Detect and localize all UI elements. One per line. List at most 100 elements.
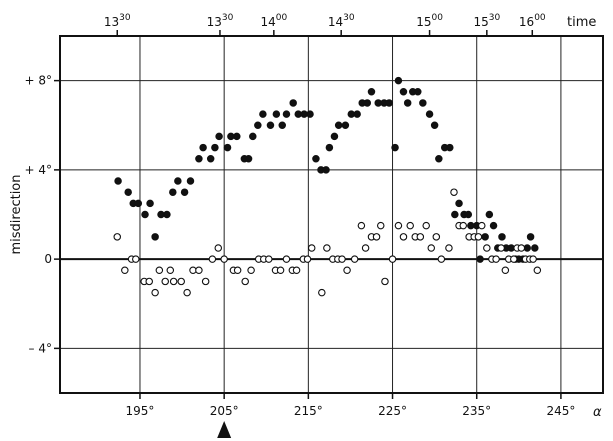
time-axis-label: time [567,15,596,30]
filled-point [206,154,215,163]
filled-series [114,76,539,263]
filled-point [322,166,330,174]
filled-point [489,221,498,230]
open-point [183,288,191,297]
filled-point [169,188,177,196]
filled-point [334,121,343,130]
filled-point [215,132,223,141]
open-point [220,255,228,263]
time-tick-hour: 14 [328,15,343,29]
filled-point [399,88,408,96]
filled-point [341,121,350,130]
filled-point [233,132,241,141]
open-point [478,221,486,230]
time-tick-minute: 30 [489,13,501,23]
open-point [241,277,249,286]
open-point [361,244,370,252]
open-point [437,255,446,263]
filled-point [353,110,361,118]
x-tick-label: 215° [294,404,323,418]
open-point [201,277,210,286]
filled-point [244,154,253,163]
y-axis-label: misdirection [9,174,24,254]
time-tick-label: 1600 [519,13,546,29]
open-point [406,221,414,230]
x-tick-label: 235° [462,404,491,418]
x-axis-label: α [593,405,602,420]
open-point [276,266,285,275]
time-tick-hour: 13 [104,15,119,29]
filled-point [163,210,171,219]
open-point [416,233,425,241]
time-tick-label: 1430 [328,13,355,29]
filled-point [266,121,275,130]
filled-point [498,233,506,241]
filled-point [306,110,314,118]
open-point [303,255,312,263]
x-tick-label: 195° [126,404,155,418]
open-point [155,266,164,275]
open-point [132,255,140,263]
filled-point [414,88,422,96]
x-tick-label: 225° [378,404,407,418]
open-point [497,244,505,252]
filled-point [419,99,427,107]
filled-point [476,255,484,263]
time-tick-hour: 13 [207,15,222,29]
filled-point [151,233,159,241]
open-point [151,288,159,297]
filled-point [394,76,403,85]
filled-point [174,177,182,185]
filled-point [146,199,154,208]
filled-point [114,177,122,185]
time-tick-minute: 00 [534,13,546,23]
time-tick-minute: 00 [276,13,288,23]
open-point [166,266,175,275]
open-point [145,277,153,286]
open-point [474,233,483,241]
filled-point [435,154,443,163]
filled-point [363,99,372,107]
filled-point [385,99,393,107]
open-point [265,255,273,263]
open-point [388,255,397,263]
filled-point [223,143,232,152]
filled-point [312,154,320,163]
open-point [307,244,316,252]
filled-point [526,233,535,241]
open-point [113,233,121,241]
filled-point [180,188,189,196]
open-point [459,221,468,230]
open-point [292,266,301,275]
filled-point [289,99,297,107]
filled-point [425,110,434,118]
open-point [208,255,217,263]
open-point [247,266,255,275]
filled-point [124,188,132,196]
filled-point [464,210,473,219]
open-point [323,244,331,252]
open-point [427,244,436,252]
time-tick-label: 1530 [473,13,500,29]
filled-point [141,210,149,219]
time-tick-minute: 00 [431,13,443,23]
marker-arrow-icon [217,421,232,438]
filled-point [325,143,334,152]
x-tick-label: 245° [546,404,575,418]
filled-point [481,233,489,241]
time-tick-hour: 14 [260,15,275,29]
open-point [399,233,408,241]
open-point [318,288,326,297]
open-point [376,221,385,230]
open-point [450,188,458,196]
filled-point [195,154,203,163]
filled-point [485,210,494,219]
open-point [510,255,518,263]
filled-point [391,143,399,152]
time-tick-label: 1330 [207,13,234,29]
y-tick-label: + 4° [24,163,52,177]
open-point [343,266,351,275]
time-tick-label: 1500 [416,13,443,29]
time-tick-minute: 30 [119,13,131,23]
